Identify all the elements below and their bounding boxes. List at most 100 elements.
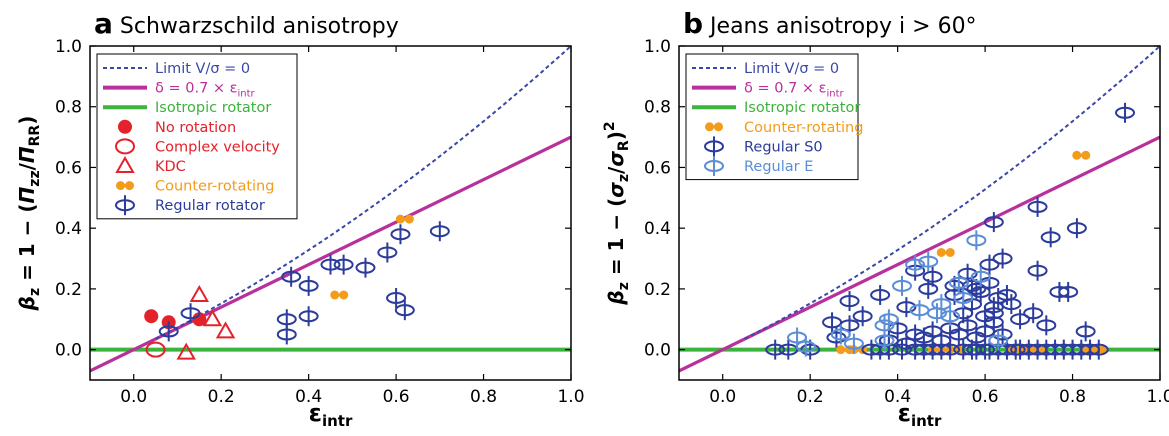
data-point	[931, 330, 952, 351]
legend-swatch	[115, 155, 135, 173]
x-axis-label: εintr	[898, 399, 942, 430]
legend-item: KDC	[115, 155, 186, 175]
data-point	[1001, 294, 1022, 315]
data-point	[874, 315, 895, 336]
series-regular-s0	[765, 102, 1136, 360]
y-tick-label: 0.2	[644, 280, 671, 300]
data-point	[922, 266, 943, 287]
x-tick-label: 0.4	[295, 387, 322, 407]
data-point	[992, 248, 1013, 269]
legend-item: Limit V/σ = 0	[103, 61, 250, 77]
y-tick-label: 0.8	[55, 98, 82, 118]
legend-swatch	[118, 119, 132, 134]
data-point	[189, 284, 210, 302]
data-point	[276, 324, 297, 345]
data-point	[320, 254, 341, 275]
data-point	[892, 275, 913, 296]
data-point	[953, 288, 974, 309]
data-point	[202, 309, 223, 327]
data-point	[926, 303, 947, 324]
x-axis-label: εintr	[309, 399, 353, 430]
legend-label: Isotropic rotator	[155, 100, 271, 116]
data-point	[192, 312, 207, 327]
limit-curve	[155, 46, 571, 340]
y-tick-label: 0.6	[55, 158, 82, 178]
legend-label: δ = 0.7 × εintr	[744, 81, 845, 100]
legend-item: Regular rotator	[115, 195, 265, 216]
data-point	[870, 284, 891, 305]
legend-label: Regular S0	[744, 139, 823, 155]
data-point	[940, 306, 961, 327]
series-regular-rotator	[158, 221, 450, 345]
data-point	[878, 309, 899, 330]
data-point	[1036, 315, 1057, 336]
data-point	[298, 275, 319, 296]
data-point	[892, 339, 913, 360]
y-tick-label: 1.0	[644, 37, 671, 57]
data-point	[1066, 218, 1087, 239]
panel-title: a Schwarzschild anisotropy	[94, 7, 399, 40]
x-tick-label: 1.0	[1146, 387, 1169, 407]
data-point	[176, 342, 196, 360]
legend-label: δ = 0.7 × εintr	[155, 81, 256, 100]
legend-item: Regular S0	[704, 136, 823, 157]
data-point	[281, 266, 302, 287]
data-point	[905, 254, 926, 275]
x-tick-label: 0.2	[797, 387, 824, 407]
y-tick-label: 0.6	[644, 158, 671, 178]
legend-item: Isotropic rotator	[103, 100, 271, 116]
series-kdc	[176, 284, 236, 360]
data-point	[180, 303, 201, 324]
data-point	[970, 266, 991, 287]
data-point	[918, 278, 939, 299]
chart-panel-a: 0.0 0.2 0.4 0.6 0.8 1.0 0.0 0.2 0.4 0.6 0.8 1.0 a Sc…	[15, 7, 585, 430]
data-point	[988, 330, 1009, 351]
plot-frame	[89, 45, 572, 381]
legend-label: Regular rotator	[155, 198, 265, 214]
data-point	[330, 290, 349, 300]
data-point	[852, 306, 873, 327]
legend-swatch	[704, 136, 724, 157]
chart-panel-b: 0.0 0.2 0.4 0.6 0.8 1.0 0.0 0.2 0.4 0.6 0.8 1.0 b Je…	[602, 7, 1169, 430]
legend-item: Complex velocity	[115, 138, 280, 155]
data-point	[936, 247, 955, 257]
panel-title: b Jeans anisotropy i > 60°	[683, 7, 977, 40]
y-tick-label: 0.4	[644, 219, 671, 239]
data-point	[145, 341, 166, 358]
data-point	[429, 221, 450, 242]
limit-curve	[744, 46, 1160, 340]
y-axis-label: βz = 1 − (Πzz/ΠRR)	[15, 116, 43, 312]
legend-item: Limit V/σ = 0	[692, 61, 839, 77]
data-point	[390, 224, 411, 245]
series-counter-rotating	[330, 214, 414, 300]
y-tick-label: 0.8	[644, 98, 671, 118]
plot-frame	[678, 45, 1161, 381]
y-tick-label: 0.2	[55, 280, 82, 300]
legend-label: Limit V/σ = 0	[744, 61, 839, 77]
legend-swatch	[115, 138, 135, 155]
data-point	[992, 324, 1013, 345]
legend-swatch	[116, 181, 134, 191]
data-point	[298, 306, 319, 327]
data-point	[333, 254, 354, 275]
legend-label: Counter-rotating	[744, 120, 863, 136]
series-no-rotation	[144, 309, 207, 330]
data-point	[896, 297, 917, 318]
data-point	[966, 230, 987, 251]
data-point	[158, 321, 179, 342]
data-point	[830, 324, 851, 345]
data-point	[1023, 303, 1044, 324]
series-complex-velocity	[145, 341, 166, 358]
data-point	[1040, 227, 1061, 248]
data-point	[765, 339, 786, 360]
legend-box	[96, 53, 298, 220]
data-point	[1058, 281, 1079, 302]
data-point	[918, 251, 939, 272]
legend-label: Counter-rotating	[155, 179, 274, 195]
legend-item: δ = 0.7 × εintr	[692, 81, 845, 100]
x-tick-label: 0.8	[470, 387, 497, 407]
x-tick-label: 0.8	[1059, 387, 1086, 407]
data-point	[948, 272, 969, 293]
